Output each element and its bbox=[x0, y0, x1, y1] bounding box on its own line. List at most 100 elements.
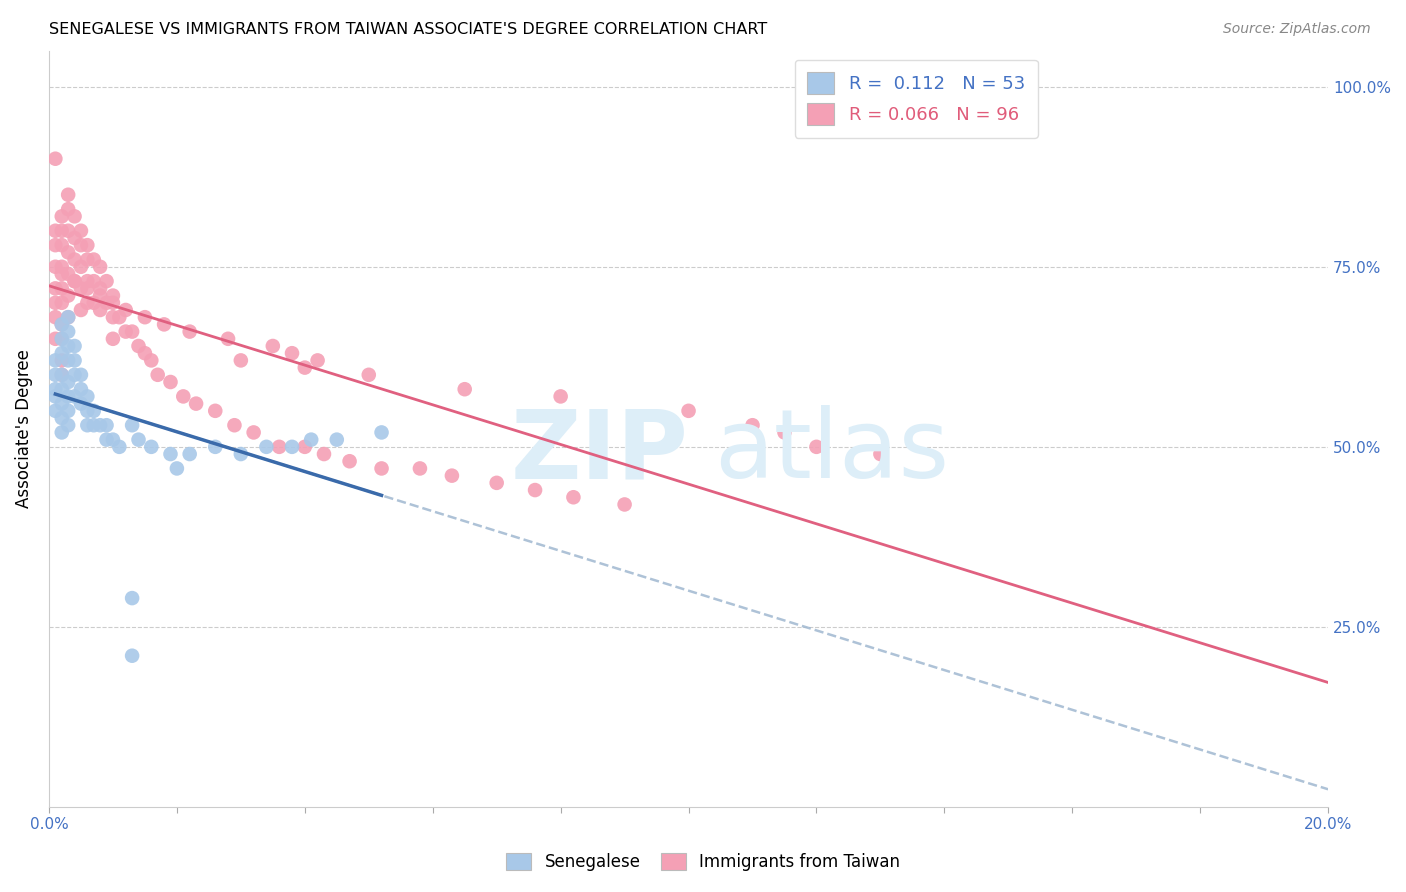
Point bbox=[229, 447, 252, 461]
Point bbox=[114, 303, 136, 318]
Point bbox=[56, 310, 79, 325]
Point bbox=[51, 353, 73, 368]
Point bbox=[83, 274, 105, 288]
Point bbox=[76, 404, 98, 418]
Text: Source: ZipAtlas.com: Source: ZipAtlas.com bbox=[1223, 22, 1371, 37]
Point bbox=[217, 332, 239, 346]
Point bbox=[56, 288, 79, 302]
Point bbox=[44, 332, 66, 346]
Point bbox=[51, 332, 73, 346]
Point bbox=[76, 295, 98, 310]
Point bbox=[44, 152, 66, 166]
Point bbox=[76, 252, 98, 267]
Point bbox=[299, 433, 322, 447]
Point bbox=[44, 260, 66, 274]
Point bbox=[56, 325, 79, 339]
Point bbox=[51, 224, 73, 238]
Point bbox=[242, 425, 264, 440]
Point bbox=[146, 368, 169, 382]
Point bbox=[83, 295, 105, 310]
Point bbox=[63, 368, 86, 382]
Point bbox=[562, 490, 585, 504]
Point bbox=[56, 202, 79, 216]
Point bbox=[51, 238, 73, 252]
Point bbox=[204, 440, 226, 454]
Point bbox=[89, 303, 111, 318]
Point bbox=[63, 274, 86, 288]
Point bbox=[56, 389, 79, 403]
Point bbox=[440, 468, 463, 483]
Point bbox=[51, 267, 73, 281]
Point bbox=[869, 447, 891, 461]
Point bbox=[44, 295, 66, 310]
Point bbox=[70, 396, 93, 410]
Point bbox=[204, 404, 226, 418]
Point bbox=[51, 396, 73, 410]
Point bbox=[159, 375, 181, 389]
Point bbox=[339, 454, 361, 468]
Point bbox=[44, 353, 66, 368]
Point bbox=[70, 238, 93, 252]
Point bbox=[63, 210, 86, 224]
Point bbox=[56, 418, 79, 433]
Point bbox=[51, 425, 73, 440]
Point bbox=[51, 318, 73, 332]
Point bbox=[51, 281, 73, 295]
Point bbox=[51, 346, 73, 360]
Point bbox=[370, 461, 392, 475]
Point bbox=[76, 238, 98, 252]
Point bbox=[51, 260, 73, 274]
Point bbox=[485, 475, 508, 490]
Point bbox=[51, 368, 73, 382]
Point bbox=[96, 295, 118, 310]
Point bbox=[76, 389, 98, 403]
Point bbox=[229, 353, 252, 368]
Point bbox=[121, 418, 143, 433]
Point bbox=[678, 404, 700, 418]
Point bbox=[44, 389, 66, 403]
Point bbox=[51, 318, 73, 332]
Point bbox=[121, 591, 143, 606]
Point bbox=[128, 339, 150, 353]
Point bbox=[70, 281, 93, 295]
Point bbox=[56, 353, 79, 368]
Point bbox=[96, 274, 118, 288]
Point bbox=[166, 461, 188, 475]
Point bbox=[89, 418, 111, 433]
Text: atlas: atlas bbox=[714, 405, 949, 498]
Point bbox=[262, 339, 284, 353]
Point bbox=[281, 346, 304, 360]
Point bbox=[108, 440, 131, 454]
Point bbox=[141, 353, 163, 368]
Point bbox=[269, 440, 291, 454]
Point bbox=[70, 224, 93, 238]
Point bbox=[370, 425, 392, 440]
Point bbox=[56, 267, 79, 281]
Point bbox=[179, 447, 201, 461]
Text: SENEGALESE VS IMMIGRANTS FROM TAIWAN ASSOCIATE'S DEGREE CORRELATION CHART: SENEGALESE VS IMMIGRANTS FROM TAIWAN ASS… bbox=[49, 22, 768, 37]
Point bbox=[51, 210, 73, 224]
Point bbox=[326, 433, 349, 447]
Point bbox=[56, 375, 79, 389]
Point bbox=[454, 382, 477, 396]
Point bbox=[613, 498, 636, 512]
Point bbox=[70, 382, 93, 396]
Point bbox=[56, 339, 79, 353]
Point bbox=[63, 252, 86, 267]
Point bbox=[44, 382, 66, 396]
Point bbox=[56, 404, 79, 418]
Point bbox=[524, 483, 547, 497]
Point bbox=[44, 310, 66, 325]
Point bbox=[51, 332, 73, 346]
Point bbox=[159, 447, 181, 461]
Point bbox=[89, 281, 111, 295]
Legend: Senegalese, Immigrants from Taiwan: Senegalese, Immigrants from Taiwan bbox=[498, 845, 908, 880]
Point bbox=[101, 310, 124, 325]
Point bbox=[294, 440, 316, 454]
Point bbox=[773, 425, 796, 440]
Point bbox=[76, 274, 98, 288]
Point bbox=[141, 440, 163, 454]
Point bbox=[409, 461, 432, 475]
Legend: R =  0.112   N = 53, R = 0.066   N = 96: R = 0.112 N = 53, R = 0.066 N = 96 bbox=[794, 60, 1038, 138]
Point bbox=[101, 288, 124, 302]
